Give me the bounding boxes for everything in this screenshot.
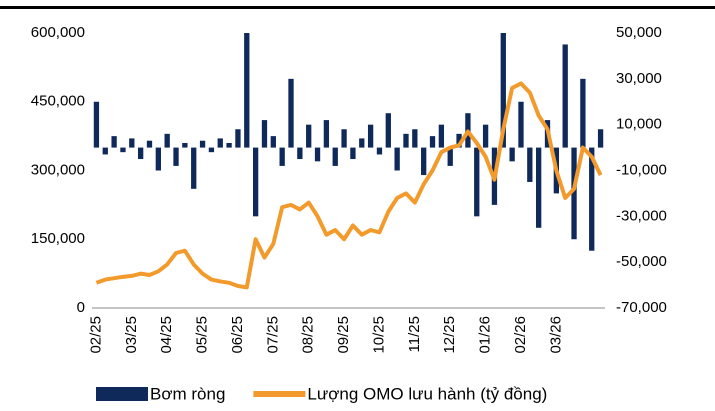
bar — [359, 138, 365, 148]
bar — [279, 147, 285, 166]
bar — [509, 147, 515, 162]
x-tick-label: 10/25 — [370, 316, 387, 354]
bar — [323, 120, 330, 148]
x-tick-label: 06/25 — [229, 316, 246, 354]
bar — [589, 147, 595, 251]
bar — [182, 143, 188, 148]
y2-tick-label: 30,000 — [616, 70, 662, 87]
bar — [235, 129, 241, 148]
bar — [376, 147, 383, 155]
bar — [244, 33, 250, 148]
y2-tick-label: -50,000 — [616, 253, 667, 270]
bar — [155, 147, 161, 171]
bar — [385, 113, 391, 148]
bar — [447, 147, 453, 166]
bar — [571, 147, 577, 240]
y-tick-label: 600,000 — [31, 24, 85, 41]
bar — [191, 147, 197, 189]
bar — [350, 147, 356, 160]
bar — [252, 147, 259, 217]
y-tick-label: 0 — [77, 299, 85, 316]
y2-tick-label: -10,000 — [616, 161, 667, 178]
bar — [261, 120, 268, 148]
x-tick-label: 07/25 — [264, 316, 281, 354]
x-tick-label: 02/25 — [87, 316, 104, 354]
bar — [146, 140, 153, 148]
x-tick-label: 02/26 — [512, 316, 529, 354]
bar — [226, 143, 232, 148]
line — [95, 81, 603, 290]
y2-tick-label: -70,000 — [616, 299, 667, 316]
bar — [111, 136, 117, 148]
bar — [580, 78, 586, 148]
bar — [438, 124, 445, 148]
bar — [421, 147, 427, 176]
y2-tick-label: 10,000 — [616, 116, 662, 133]
x-tick-label: 05/25 — [194, 316, 211, 354]
bar — [137, 147, 144, 160]
y-tick-label: 150,000 — [31, 230, 85, 247]
bar — [429, 136, 436, 148]
x-tick-label: 03/25 — [123, 316, 140, 354]
bar — [456, 133, 462, 148]
bar — [129, 138, 135, 148]
bar — [518, 101, 524, 148]
top-rule — [0, 6, 715, 9]
bar — [341, 129, 347, 148]
x-tick-label: 12/25 — [441, 316, 458, 354]
y-tick-label: 300,000 — [31, 161, 85, 178]
bar — [597, 129, 604, 148]
bar — [208, 147, 215, 153]
bar — [394, 147, 400, 171]
bar — [93, 101, 100, 148]
x-tick-label: 08/25 — [300, 316, 317, 354]
bar — [270, 136, 276, 148]
bar — [500, 33, 506, 148]
x-tick-label: 03/26 — [547, 316, 564, 354]
x-tick-label: 09/25 — [335, 316, 352, 354]
legend-swatch — [253, 391, 306, 397]
bar — [536, 147, 542, 228]
bar — [412, 129, 418, 148]
x-tick-label: 11/25 — [406, 316, 423, 352]
bar — [102, 147, 108, 155]
bar — [527, 147, 533, 182]
legend-swatch — [96, 387, 148, 401]
bar — [297, 147, 303, 160]
bar — [367, 124, 374, 148]
bar — [217, 138, 223, 148]
bar — [403, 133, 409, 148]
y2-tick-label: 50,000 — [616, 24, 662, 41]
x-tick-label: 01/26 — [477, 316, 494, 354]
legend-label: Lượng OMO lưu hành (tỷ đồng) — [307, 384, 547, 403]
legend-label: Bơm ròng — [150, 384, 225, 403]
y2-tick-label: -30,000 — [616, 207, 667, 224]
bar — [306, 124, 312, 148]
bar — [173, 147, 179, 166]
bar — [474, 147, 480, 217]
bar — [199, 140, 206, 148]
bar — [482, 124, 489, 148]
bar — [314, 147, 321, 162]
y-tick-label: 450,000 — [31, 93, 85, 110]
bar — [562, 44, 568, 148]
x-tick-label: 04/25 — [158, 316, 175, 354]
bar — [288, 78, 294, 148]
bar — [164, 133, 170, 148]
bar — [332, 147, 338, 166]
bar — [120, 147, 126, 153]
